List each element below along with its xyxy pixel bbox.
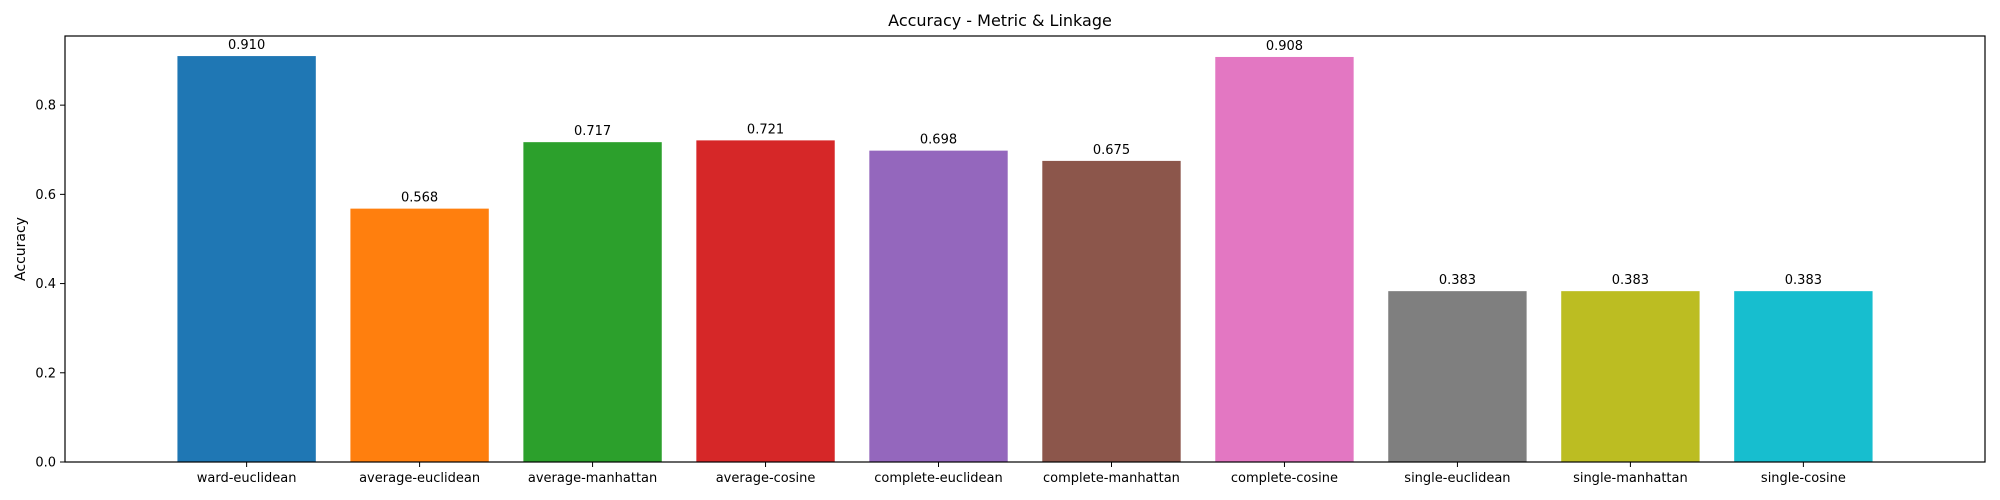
bar-complete-manhattan (1042, 160, 1181, 463)
data-label-complete-euclidean: 0.698 (920, 133, 957, 148)
data-label-ward-euclidean: 0.910 (228, 38, 265, 53)
data-label-average-manhattan: 0.717 (574, 124, 611, 139)
bar-complete-cosine (1215, 56, 1354, 462)
bar-ward-euclidean (177, 56, 316, 462)
x-tick-label-average-cosine: average-cosine (716, 471, 816, 486)
x-tick-label-single-euclidean: single-euclidean (1404, 471, 1510, 486)
x-tick-label-complete-cosine: complete-cosine (1231, 471, 1338, 486)
data-label-complete-manhattan: 0.675 (1093, 143, 1130, 158)
x-tick-label-single-manhattan: single-manhattan (1573, 471, 1688, 486)
x-tick-label-complete-euclidean: complete-euclidean (874, 471, 1002, 486)
bar-single-cosine (1734, 291, 1873, 462)
x-tick-label-average-manhattan: average-manhattan (528, 471, 657, 486)
y-tick-label: 0.6 (35, 188, 56, 203)
y-tick-label: 0.4 (35, 277, 56, 292)
bar-single-euclidean (1388, 291, 1527, 462)
y-axis-label: Accuracy (13, 217, 29, 281)
x-tick-label-complete-manhattan: complete-manhattan (1043, 471, 1180, 486)
plot-area-frame (64, 35, 1986, 463)
y-tick-label: 0.2 (35, 366, 56, 381)
data-label-single-euclidean: 0.383 (1439, 273, 1476, 288)
chart-title: Accuracy - Metric & Linkage (888, 11, 1112, 30)
y-tick-label: 0.8 (35, 99, 56, 114)
data-labels-group: 0.910 0.568 0.717 0.721 0.698 0.675 0.908 0.383… (228, 38, 1822, 288)
data-label-single-cosine: 0.383 (1785, 273, 1822, 288)
data-label-complete-cosine: 0.908 (1266, 39, 1303, 54)
x-axis: ward-euclidean average-euclidean average-m… (197, 462, 1846, 486)
y-axis: 0.0 0.2 0.4 0.6 0.8 (35, 99, 65, 471)
bars-group (177, 56, 1873, 463)
bar-single-manhattan (1561, 291, 1700, 462)
x-tick-label-ward-euclidean: ward-euclidean (197, 471, 297, 486)
bar-complete-euclidean (869, 150, 1008, 462)
data-label-average-euclidean: 0.568 (401, 191, 438, 206)
bar-average-cosine (696, 140, 835, 462)
data-label-average-cosine: 0.721 (747, 122, 784, 137)
bar-average-manhattan (523, 142, 662, 462)
y-tick-label: 0.0 (35, 456, 56, 471)
bar-average-euclidean (350, 208, 489, 462)
data-label-single-manhattan: 0.383 (1612, 273, 1649, 288)
x-tick-label-single-cosine: single-cosine (1761, 471, 1846, 486)
x-tick-label-average-euclidean: average-euclidean (359, 471, 480, 486)
